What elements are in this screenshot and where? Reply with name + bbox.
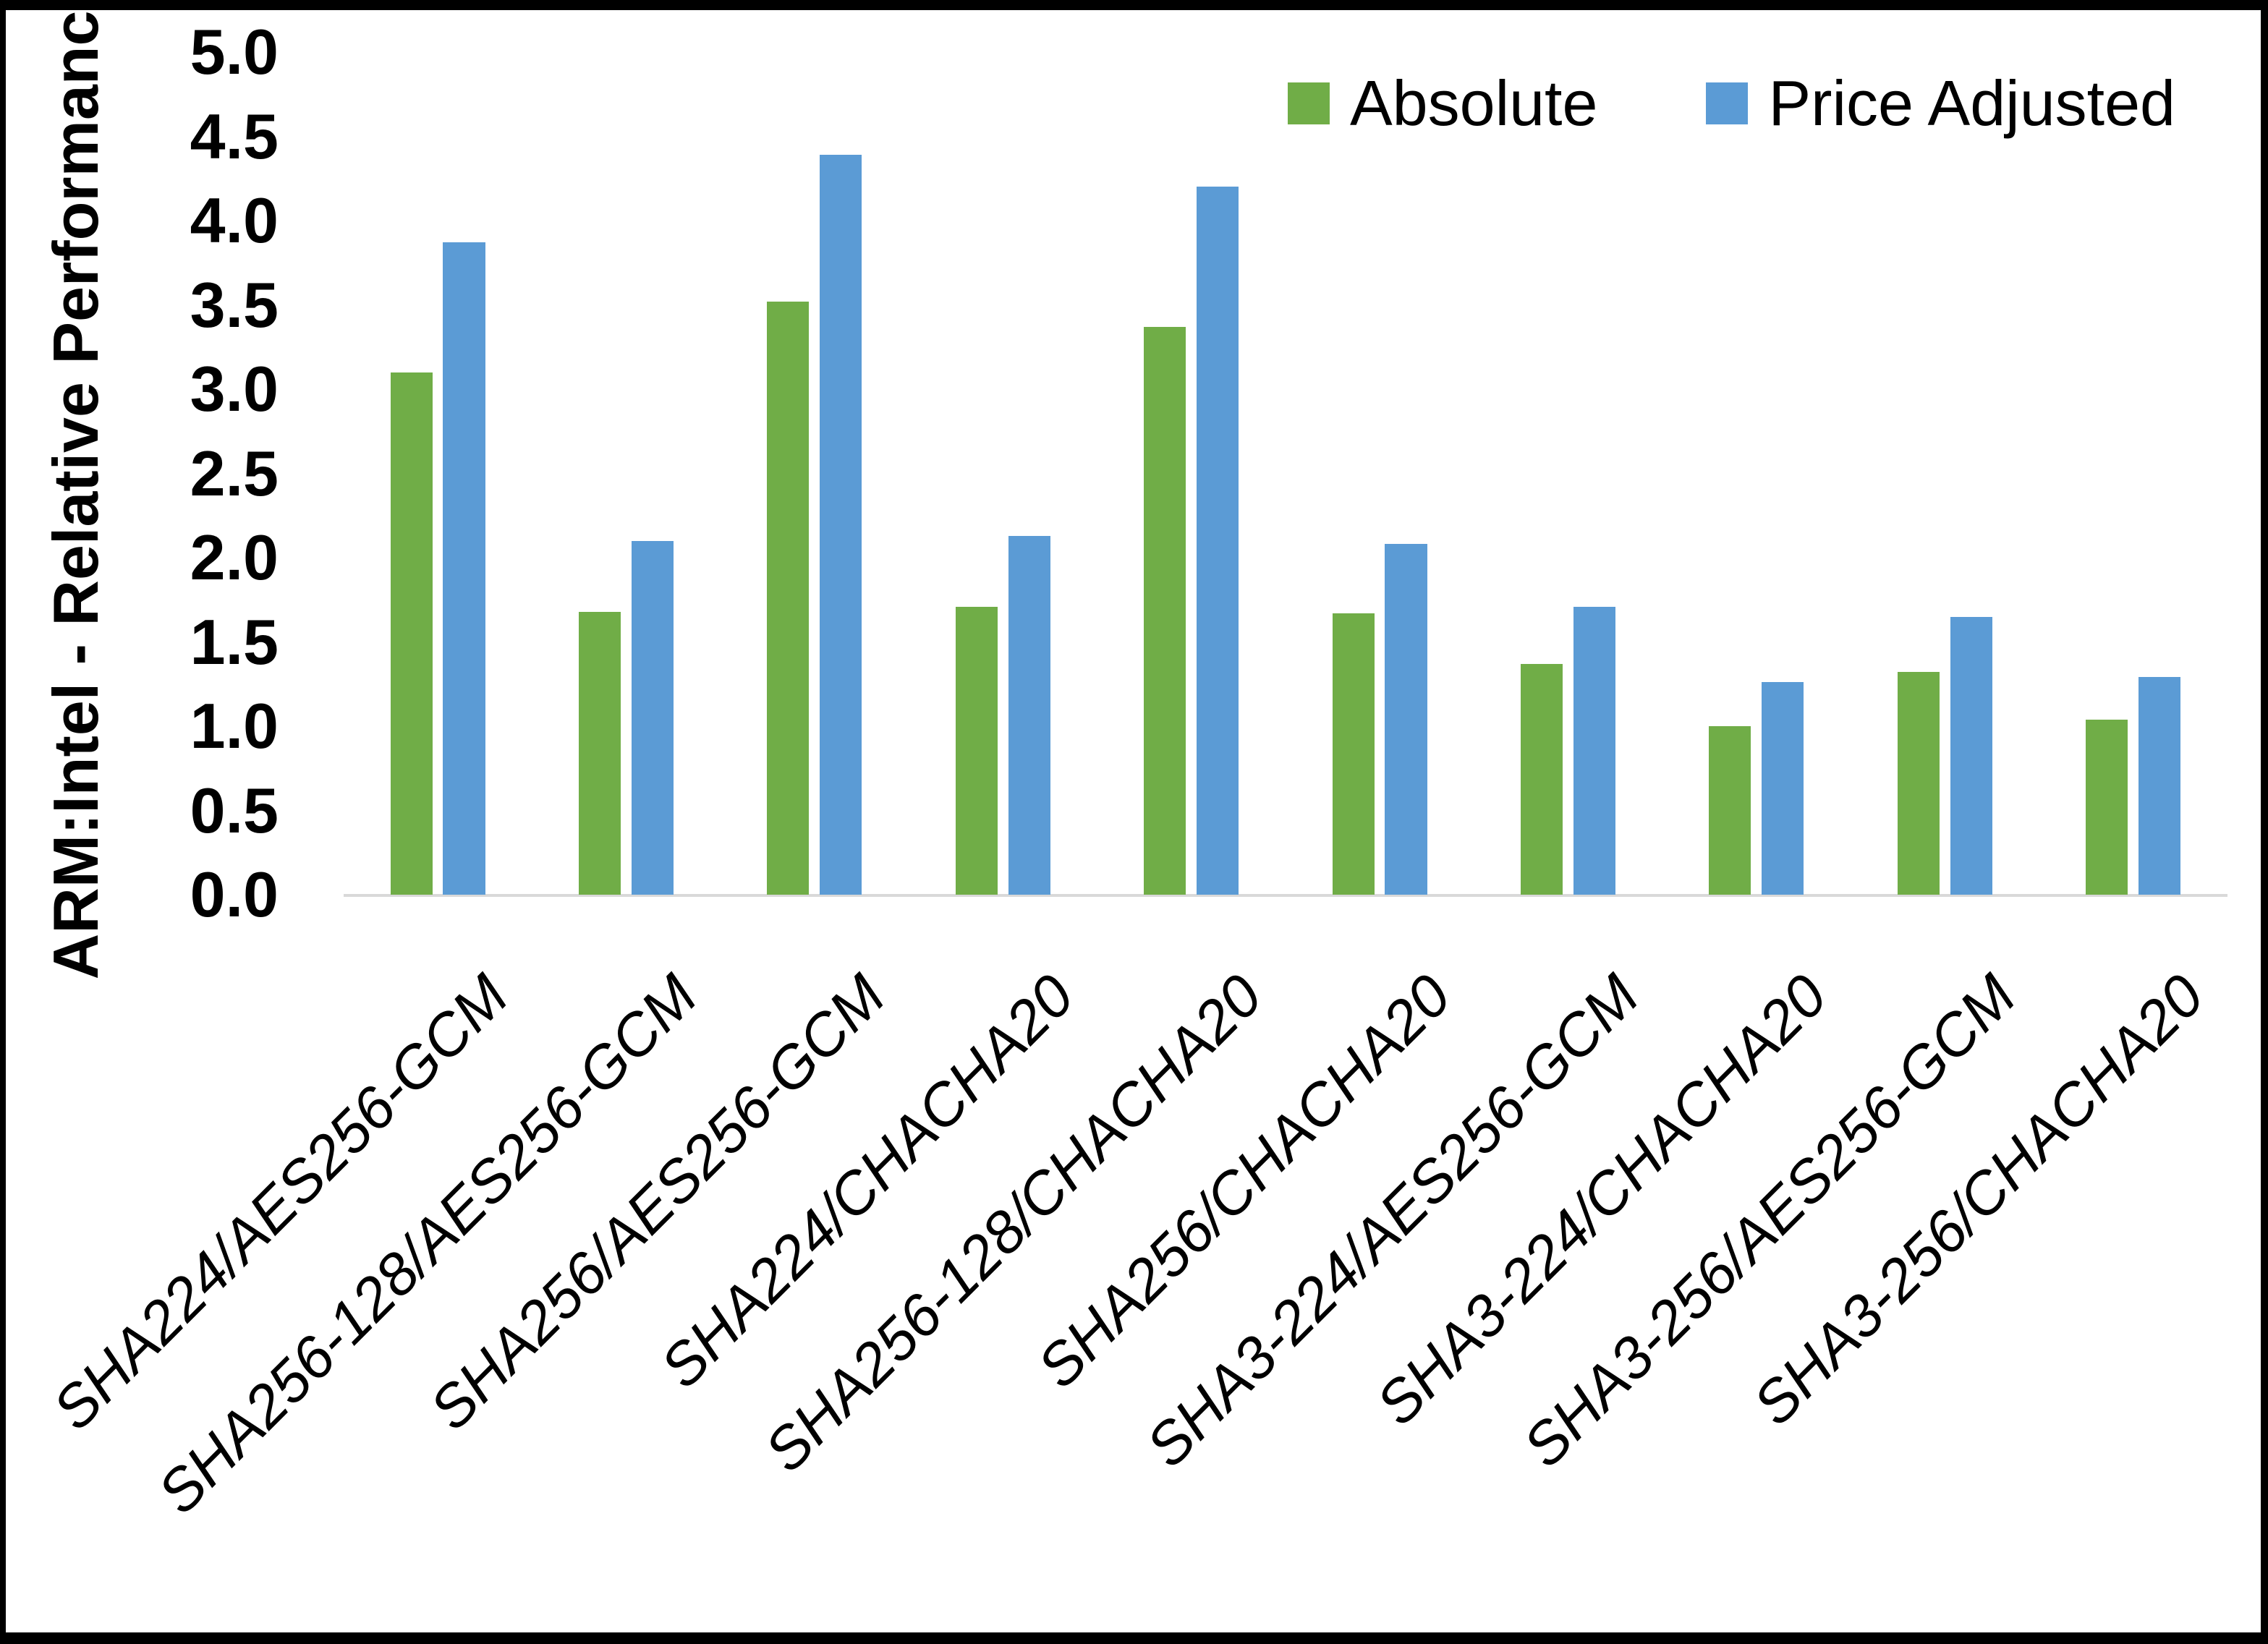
figure-border-left: [0, 0, 6, 1644]
legend-label: Absolute: [1349, 67, 1598, 139]
bar-price-adjusted-SHA3-256/AES256-GCM: [1950, 616, 1992, 895]
legend-item-price-adjusted: Price Adjusted: [1706, 67, 2175, 140]
x-axis-line: [344, 894, 2227, 897]
y-tick-label: 3.0: [190, 353, 279, 425]
figure-border-bottom: [0, 1632, 2268, 1644]
bar-price-adjusted-SHA256/AES256-GCM: [820, 155, 862, 895]
legend-swatch-icon: [1706, 82, 1749, 124]
bar-price-adjusted-SHA224/CHACHA20: [1008, 535, 1050, 895]
bar-price-adjusted-SHA256-128/CHACHA20: [1197, 187, 1239, 895]
y-tick-label: 2.5: [190, 437, 279, 509]
bar-absolute-SHA224/CHACHA20: [955, 606, 998, 895]
y-tick-label: 3.5: [190, 268, 279, 341]
legend: Absolute Price Adjusted: [1287, 67, 2175, 140]
bar-price-adjusted-SHA224/AES256-GCM: [443, 242, 485, 895]
y-tick-label: 4.5: [190, 100, 279, 172]
figure-border-top: [0, 0, 2268, 10]
y-tick-label: 2.0: [190, 521, 279, 593]
legend-label: Price Adjusted: [1768, 67, 2175, 139]
bar-absolute-SHA3-256/CHACHA20: [2086, 719, 2128, 895]
legend-swatch-icon: [1287, 82, 1330, 124]
bar-absolute-SHA256-128/CHACHA20: [1144, 326, 1186, 895]
bar-price-adjusted-SHA3-256/CHACHA20: [2139, 677, 2181, 895]
bar-price-adjusted-SHA256-128/AES256-GCM: [631, 540, 674, 895]
bar-absolute-SHA256-128/AES256-GCM: [578, 611, 621, 895]
bar-absolute-SHA3-224/AES256-GCM: [1520, 663, 1563, 895]
plot-area: [344, 52, 2227, 897]
bar-absolute-SHA256/AES256-GCM: [767, 301, 810, 895]
y-tick-label: 0.5: [190, 774, 279, 846]
bar-absolute-SHA256/CHACHA20: [1332, 613, 1375, 895]
y-tick-label: 0.0: [190, 859, 279, 930]
y-tick-label: 5.0: [190, 16, 279, 88]
figure-border-right: [2261, 0, 2268, 1644]
y-tick-label: 1.5: [190, 605, 279, 678]
bar-price-adjusted-SHA3-224/CHACHA20: [1762, 682, 1804, 895]
bar-absolute-SHA3-256/AES256-GCM: [1897, 672, 1940, 895]
y-tick-label: 1.0: [190, 690, 279, 762]
bar-price-adjusted-SHA256/CHACHA20: [1385, 544, 1427, 895]
bar-absolute-SHA224/AES256-GCM: [390, 372, 433, 895]
bar-absolute-SHA3-224/CHACHA20: [1709, 726, 1751, 895]
bar-price-adjusted-SHA3-224/AES256-GCM: [1573, 606, 1615, 895]
y-tick-label: 4.0: [190, 184, 279, 256]
legend-item-absolute: Absolute: [1287, 67, 1598, 140]
